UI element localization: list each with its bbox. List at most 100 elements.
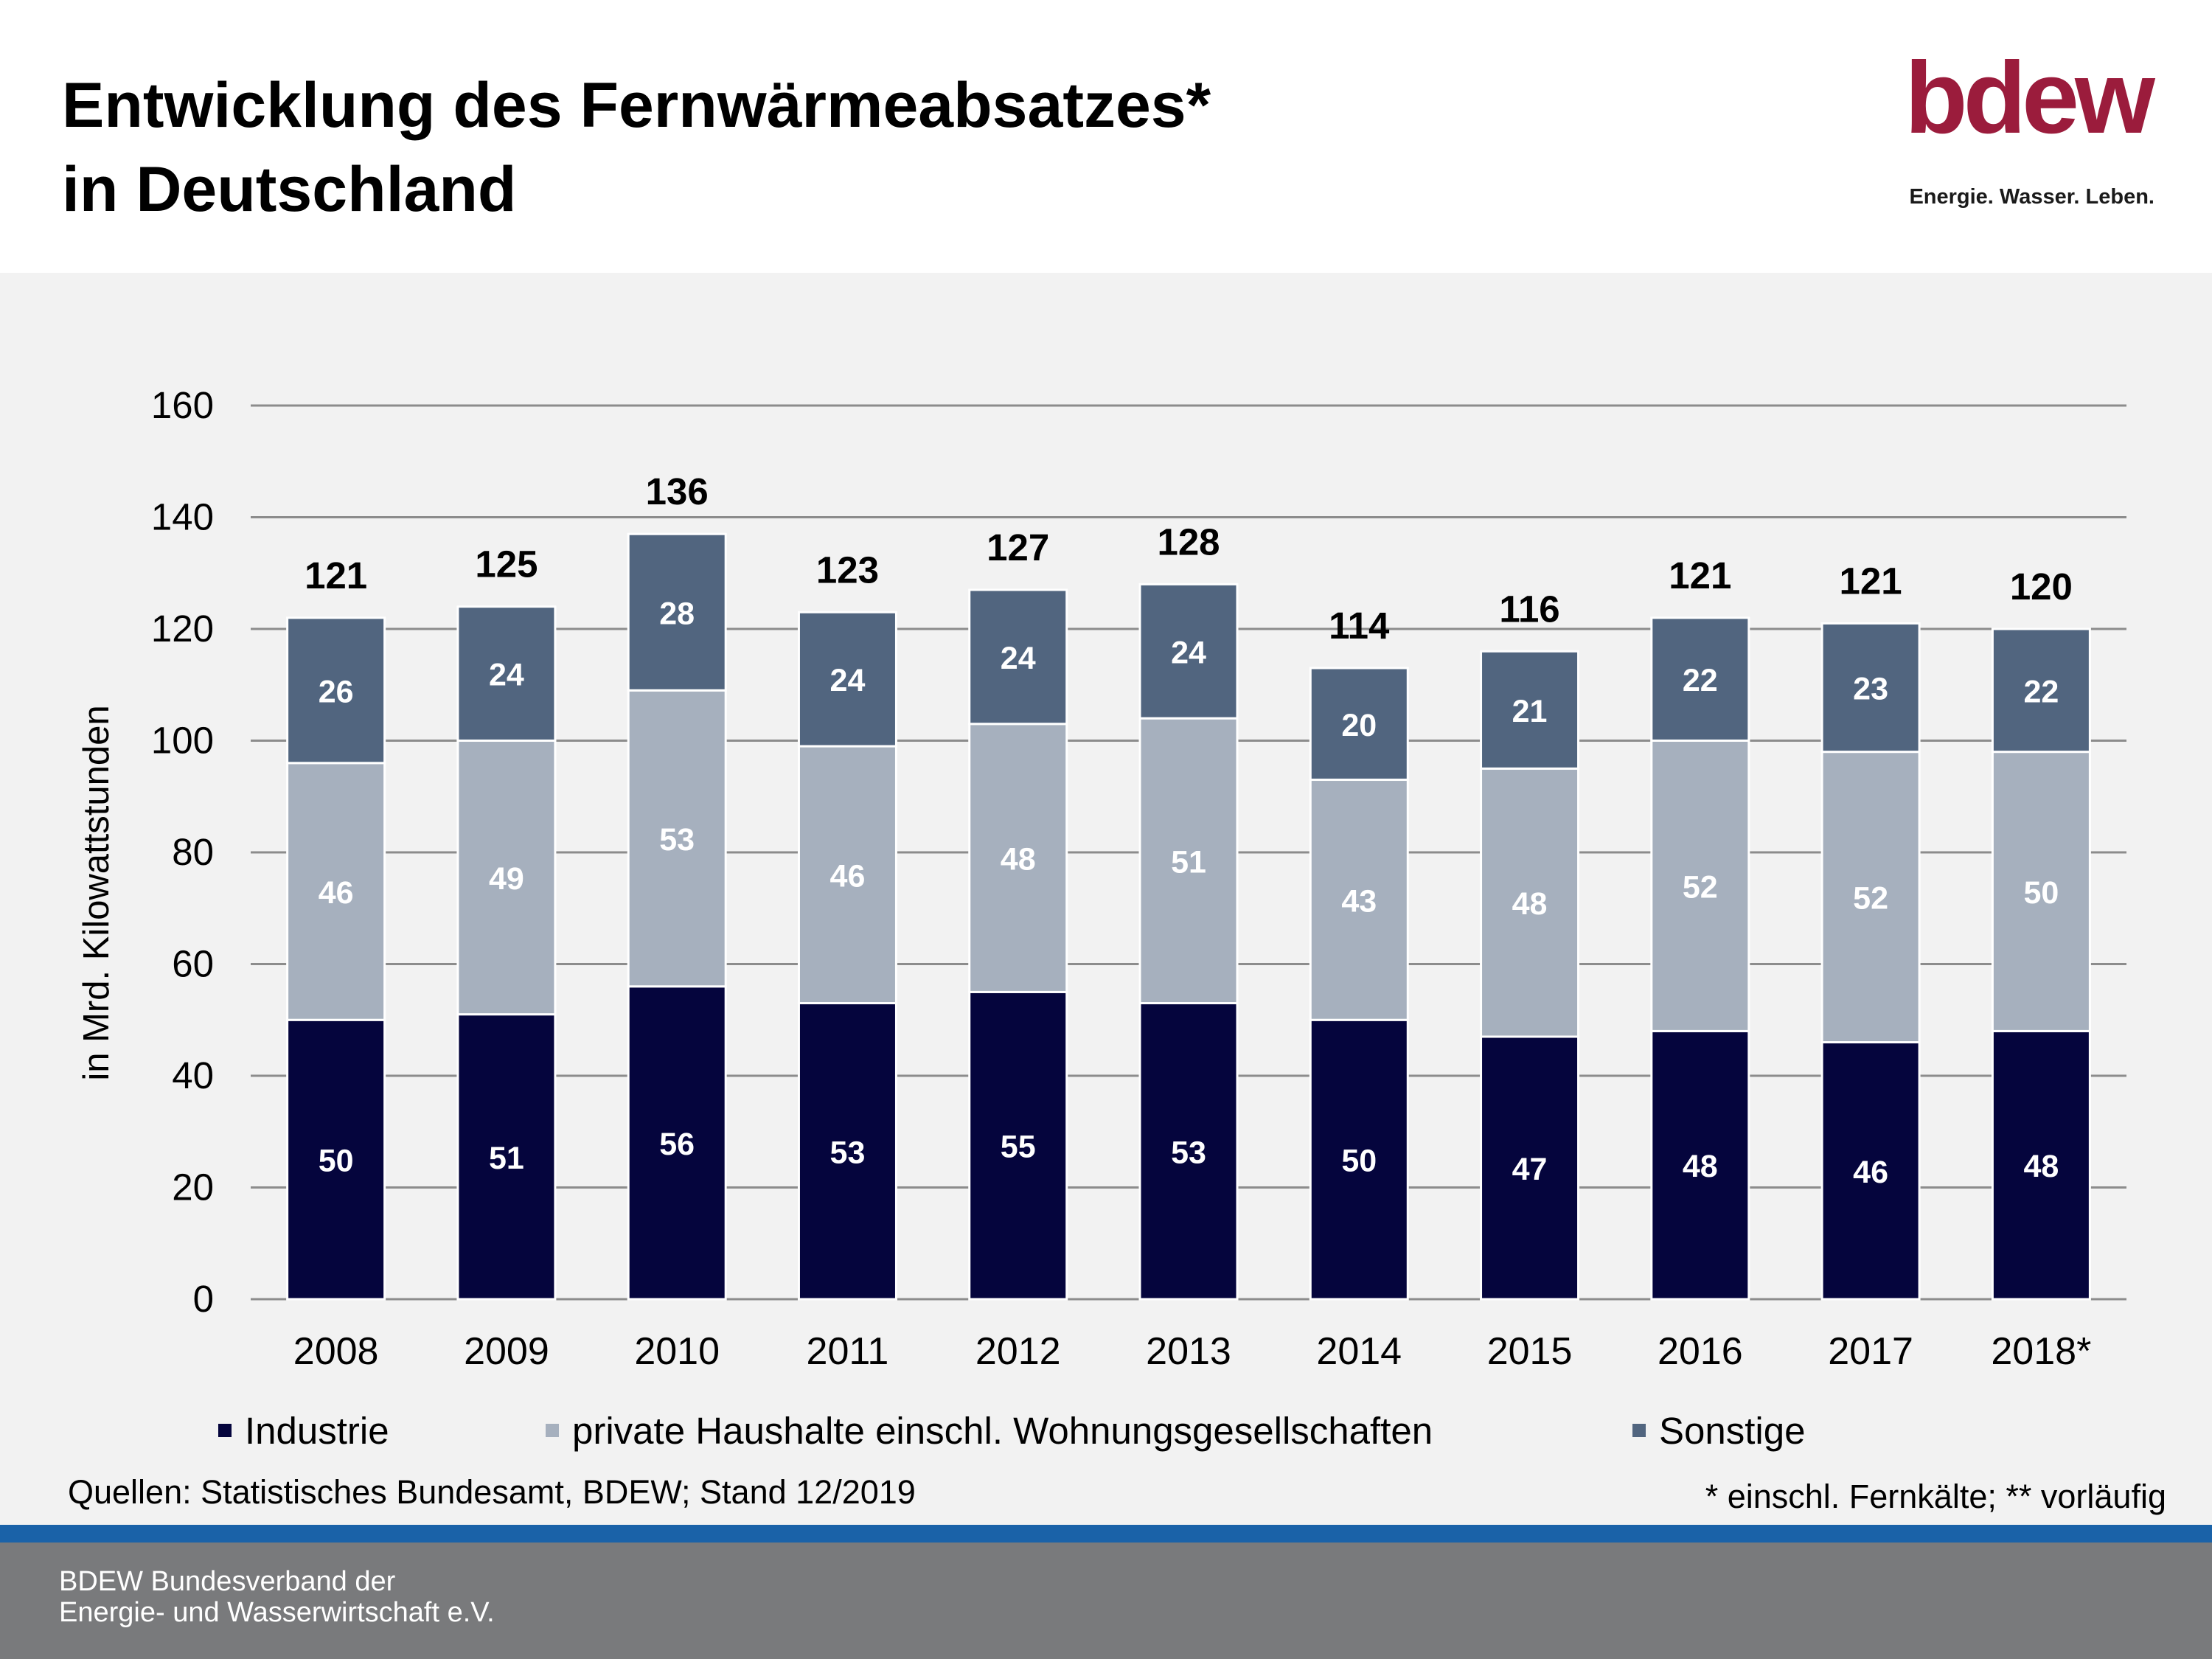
y-axis-ticks: 0 20 40 60 80 100 120 140 160 xyxy=(151,384,214,1320)
footer-bar xyxy=(0,1543,2212,1659)
data-label: 53 xyxy=(659,822,695,858)
x-tick-label: 2009 xyxy=(464,1330,549,1373)
x-tick-label: 2011 xyxy=(807,1330,889,1373)
chart-legend: Industrie private Haushalte einschl. Woh… xyxy=(0,1401,2212,1460)
bar-segment xyxy=(968,723,1068,993)
data-label: 53 xyxy=(830,1135,866,1170)
footer-org-line-2: Energie- und Wasserwirtschaft e.V. xyxy=(59,1597,495,1628)
bdew-wordmark: bdew xyxy=(1905,59,2156,155)
bars: 50 46 26 121 51 49 24 125 56 53 28 136 53 46 24 123 55 48… xyxy=(286,470,2091,1301)
x-tick-label: 2018* xyxy=(1991,1330,2091,1373)
bar-segment xyxy=(1138,1002,1239,1301)
bar-segment xyxy=(286,616,386,765)
y-tick-label: 80 xyxy=(172,831,214,873)
data-label: 49 xyxy=(489,861,524,897)
footer-org-name: BDEW Bundesverband der Energie- und Wass… xyxy=(59,1566,495,1628)
legend-item-private-haushalte: private Haushalte einschl. Wohnungsgesel… xyxy=(546,1401,1433,1460)
y-tick-label: 0 xyxy=(193,1278,214,1320)
bar-segment xyxy=(627,532,727,692)
data-label: 20 xyxy=(1341,708,1377,743)
total-label: 121 xyxy=(305,554,367,597)
bar-segment xyxy=(968,990,1068,1301)
data-label: 28 xyxy=(659,596,695,631)
bar-segment xyxy=(1650,1029,1750,1301)
bar-segment xyxy=(1309,1018,1409,1301)
y-tick-label: 60 xyxy=(172,943,214,985)
bdew-logo: bdew Energie. Wasser. Leben. xyxy=(1888,39,2168,221)
legend-swatch-private-haushalte xyxy=(546,1424,559,1437)
source-note: Quellen: Statistisches Bundesamt, BDEW; … xyxy=(68,1473,916,1511)
footer-org-line-1: BDEW Bundesverband der xyxy=(59,1566,396,1597)
data-label: 50 xyxy=(2023,875,2059,911)
data-label: 22 xyxy=(2023,674,2059,709)
y-tick-label: 20 xyxy=(172,1166,214,1208)
data-label: 48 xyxy=(1512,886,1548,922)
bar-segment xyxy=(1650,616,1750,742)
x-tick-label: 2014 xyxy=(1316,1330,1402,1373)
bar-segment xyxy=(1820,1041,1921,1301)
footnote: * einschl. Fernkälte; ** vorläufig xyxy=(1705,1478,2166,1515)
data-label: 24 xyxy=(489,658,524,693)
bar-segment xyxy=(968,588,1068,726)
data-label: 48 xyxy=(1001,842,1036,877)
data-label: 56 xyxy=(659,1127,695,1162)
total-label: 123 xyxy=(816,549,879,591)
bar-segment xyxy=(1650,740,1750,1032)
bdew-tagline: Energie. Wasser. Leben. xyxy=(1909,185,2154,209)
data-label: 53 xyxy=(1171,1135,1206,1170)
data-label: 46 xyxy=(319,875,354,911)
y-tick-label: 160 xyxy=(151,384,214,426)
x-tick-label: 2016 xyxy=(1658,1330,1743,1373)
y-tick-label: 140 xyxy=(151,496,214,538)
y-tick-label: 100 xyxy=(151,720,214,762)
data-label: 26 xyxy=(319,674,354,709)
bar-segment xyxy=(1138,717,1239,1005)
data-label: 43 xyxy=(1341,883,1377,919)
y-tick-label: 40 xyxy=(172,1054,214,1096)
total-label: 121 xyxy=(1669,554,1731,597)
data-label: 46 xyxy=(1853,1155,1888,1190)
bar-segment xyxy=(456,1013,557,1301)
data-label: 24 xyxy=(1001,641,1036,676)
legend-label-sonstige: Sonstige xyxy=(1659,1409,1806,1452)
data-label: 48 xyxy=(2023,1149,2059,1184)
bar-segment xyxy=(456,740,557,1016)
total-label: 121 xyxy=(1840,560,1902,602)
data-label: 48 xyxy=(1683,1149,1718,1184)
bar-segment xyxy=(797,1002,897,1301)
bdew-logo-graphic: bdew Energie. Wasser. Leben. xyxy=(1905,39,2160,209)
total-label: 127 xyxy=(987,526,1049,568)
footer-accent-bar xyxy=(0,1525,2212,1543)
legend-swatch-industrie xyxy=(218,1424,232,1437)
bar-segment xyxy=(1309,667,1409,782)
data-label: 51 xyxy=(1171,844,1206,880)
chart-title-line-1: Entwicklung des Fernwärmeabsatzes* xyxy=(62,70,1211,141)
data-label: 55 xyxy=(1001,1130,1036,1165)
data-label: 24 xyxy=(830,663,866,698)
x-tick-label: 2012 xyxy=(975,1330,1061,1373)
bar-segment xyxy=(1480,767,1580,1038)
data-label: 21 xyxy=(1512,694,1548,729)
x-tick-label: 2013 xyxy=(1146,1330,1231,1373)
x-tick-label: 2015 xyxy=(1487,1330,1573,1373)
x-tick-label: 2010 xyxy=(634,1330,720,1373)
bar-segment xyxy=(1991,1029,2091,1301)
data-label: 23 xyxy=(1853,672,1888,707)
bar-segment xyxy=(1480,650,1580,770)
x-tick-label: 2017 xyxy=(1828,1330,1913,1373)
data-label: 52 xyxy=(1853,881,1888,917)
stacked-bar-chart: 0 20 40 60 80 100 120 140 160 50 46 26 121 51 49 24 125… xyxy=(77,384,2126,1373)
bar-segment xyxy=(1820,751,1921,1044)
data-label: 24 xyxy=(1171,635,1206,670)
data-label: 22 xyxy=(1683,663,1718,698)
bar-segment xyxy=(286,762,386,1021)
total-label: 116 xyxy=(1499,588,1559,630)
data-label: 50 xyxy=(1341,1144,1377,1179)
bar-segment xyxy=(1138,582,1239,720)
total-label: 136 xyxy=(646,470,709,512)
data-label: 46 xyxy=(830,858,866,894)
bar-segment xyxy=(1309,779,1409,1021)
bar-segment xyxy=(1991,627,2091,754)
legend-item-sonstige: Sonstige xyxy=(1632,1401,1805,1460)
data-label: 50 xyxy=(319,1144,354,1179)
